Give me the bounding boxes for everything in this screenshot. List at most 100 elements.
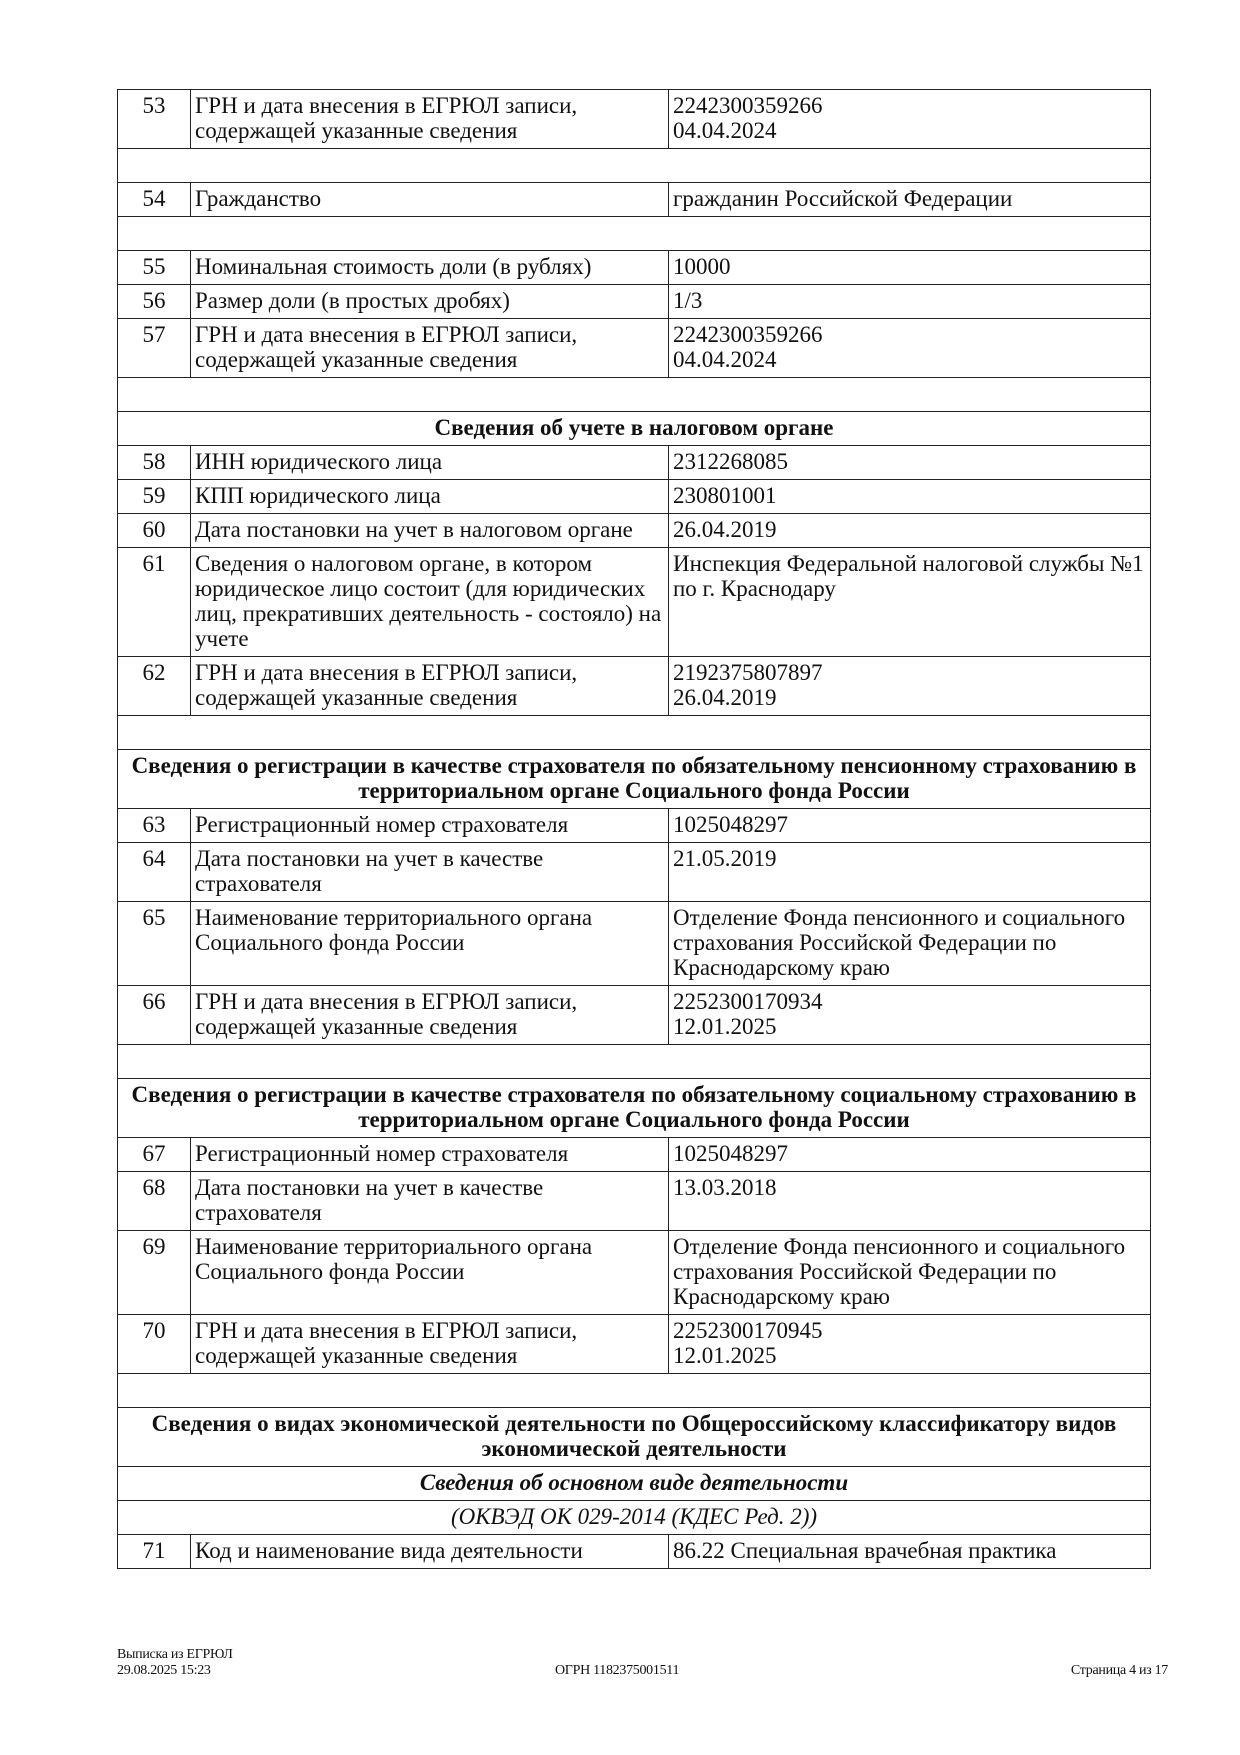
field-value-line: 1/3 bbox=[673, 288, 703, 313]
field-value-line: 86.22 Специальная врачебная практика bbox=[673, 1538, 1057, 1563]
section-header: Сведения об учете в налоговом органе bbox=[117, 411, 1151, 446]
section-header: Сведения об основном виде деятельности bbox=[117, 1466, 1151, 1501]
row-number: 66 bbox=[117, 985, 191, 1045]
empty-cell bbox=[117, 148, 1151, 183]
table-row: 58 ИНН юридического лица 2312268085 bbox=[117, 445, 1151, 480]
table-row: 68 Дата постановки на учет в качестве стр… bbox=[117, 1171, 1151, 1231]
empty-separator-row bbox=[117, 377, 1151, 412]
section-header-row: Сведения об основном виде деятельности bbox=[117, 1466, 1151, 1501]
egrul-table: 53 ГРН и дата внесения в ЕГРЮЛ записи, со… bbox=[117, 89, 1151, 1569]
field-label: Наименование территориального органа Соц… bbox=[190, 901, 669, 986]
field-value: 13.03.2018 bbox=[668, 1171, 1151, 1231]
section-header: Сведения о видах экономической деятельно… bbox=[117, 1407, 1151, 1467]
field-value: Отделение Фонда пенсионного и социальног… bbox=[668, 1230, 1151, 1315]
field-label: Номинальная стоимость доли (в рублях) bbox=[190, 250, 669, 285]
table-row: 61 Сведения о налоговом органе, в котором… bbox=[117, 547, 1151, 657]
field-label: Дата постановки на учет в качестве страх… bbox=[190, 842, 669, 902]
field-value: 1025048297 bbox=[668, 808, 1151, 843]
row-number: 70 bbox=[117, 1314, 191, 1374]
footer-left: Выписка из ЕГРЮЛ 29.08.2025 15:23 bbox=[117, 1647, 233, 1679]
table-row: 70 ГРН и дата внесения в ЕГРЮЛ записи, со… bbox=[117, 1314, 1151, 1374]
table-row: 60 Дата постановки на учет в налоговом ор… bbox=[117, 513, 1151, 548]
field-value-line: 26.04.2019 bbox=[673, 517, 777, 542]
section-header: Сведения о регистрации в качестве страхо… bbox=[117, 1078, 1151, 1138]
field-label: Гражданство bbox=[190, 182, 669, 217]
field-value: 2252300170945 12.01.2025 bbox=[668, 1314, 1151, 1374]
field-label: Регистрационный номер страхователя bbox=[190, 808, 669, 843]
field-value-line: 2252300170945 bbox=[673, 1318, 823, 1343]
row-number: 61 bbox=[117, 547, 191, 657]
table-row: 69 Наименование территориального органа С… bbox=[117, 1230, 1151, 1315]
table-row: 66 ГРН и дата внесения в ЕГРЮЛ записи, со… bbox=[117, 985, 1151, 1045]
section-header-row: Сведения о регистрации в качестве страхо… bbox=[117, 1078, 1151, 1138]
table-row: 64 Дата постановки на учет в качестве стр… bbox=[117, 842, 1151, 902]
field-label: ГРН и дата внесения в ЕГРЮЛ записи, соде… bbox=[190, 89, 669, 149]
row-number: 60 bbox=[117, 513, 191, 548]
section-header: Сведения о регистрации в качестве страхо… bbox=[117, 749, 1151, 809]
row-number: 63 bbox=[117, 808, 191, 843]
field-value-line: 26.04.2019 bbox=[673, 685, 777, 710]
field-value: 2242300359266 04.04.2024 bbox=[668, 89, 1151, 149]
empty-separator-row bbox=[117, 1044, 1151, 1079]
section-header-row: (ОКВЭД ОК 029-2014 (КДЕС Ред. 2)) bbox=[117, 1500, 1151, 1535]
row-number: 64 bbox=[117, 842, 191, 902]
field-value-line: 12.01.2025 bbox=[673, 1343, 777, 1368]
table-row: 57 ГРН и дата внесения в ЕГРЮЛ записи, со… bbox=[117, 318, 1151, 378]
footer-page-number: Страница 4 из 17 bbox=[1070, 1663, 1168, 1678]
field-value-line: 13.03.2018 bbox=[673, 1175, 777, 1200]
footer-datetime: 29.08.2025 15:23 bbox=[117, 1663, 211, 1678]
empty-cell bbox=[117, 1373, 1151, 1408]
field-value: 86.22 Специальная врачебная практика bbox=[668, 1534, 1151, 1569]
empty-cell bbox=[117, 216, 1151, 251]
field-label: ИНН юридического лица bbox=[190, 445, 669, 480]
field-value-line: 12.01.2025 bbox=[673, 1014, 777, 1039]
field-value-line: 1025048297 bbox=[673, 1141, 788, 1166]
field-value-line: 2192375807897 bbox=[673, 660, 823, 685]
row-number: 62 bbox=[117, 656, 191, 716]
row-number: 68 bbox=[117, 1171, 191, 1231]
row-number: 71 bbox=[117, 1534, 191, 1569]
table-row: 55 Номинальная стоимость доли (в рублях) 1… bbox=[117, 250, 1151, 285]
field-label: Дата постановки на учет в качестве страх… bbox=[190, 1171, 669, 1231]
field-value-line: 10000 bbox=[673, 254, 731, 279]
table-row: 59 КПП юридического лица 230801001 bbox=[117, 479, 1151, 514]
footer-doc-title: Выписка из ЕГРЮЛ bbox=[117, 1647, 233, 1662]
field-value-line: 04.04.2024 bbox=[673, 347, 777, 372]
field-label: КПП юридического лица bbox=[190, 479, 669, 514]
table-row: 54 Гражданство гражданин Российской Федера… bbox=[117, 182, 1151, 217]
row-number: 69 bbox=[117, 1230, 191, 1315]
field-value-line: 04.04.2024 bbox=[673, 118, 777, 143]
field-label: Регистрационный номер страхователя bbox=[190, 1137, 669, 1172]
table-row: 63 Регистрационный номер страхователя 1025… bbox=[117, 808, 1151, 843]
field-value: 2312268085 bbox=[668, 445, 1151, 480]
field-label: Сведения о налоговом органе, в котором ю… bbox=[190, 547, 669, 657]
field-value-line: 2252300170934 bbox=[673, 989, 823, 1014]
field-value-line: 1025048297 bbox=[673, 812, 788, 837]
field-value: 230801001 bbox=[668, 479, 1151, 514]
row-number: 53 bbox=[117, 89, 191, 149]
row-number: 55 bbox=[117, 250, 191, 285]
field-value-line: 2242300359266 bbox=[673, 93, 823, 118]
table-row: 65 Наименование территориального органа С… bbox=[117, 901, 1151, 986]
row-number: 58 bbox=[117, 445, 191, 480]
empty-cell bbox=[117, 1044, 1151, 1079]
field-value: 1025048297 bbox=[668, 1137, 1151, 1172]
row-number: 67 bbox=[117, 1137, 191, 1172]
section-header-row: Сведения о видах экономической деятельно… bbox=[117, 1407, 1151, 1467]
field-label: Размер доли (в простых дробях) bbox=[190, 284, 669, 319]
table-row: 71 Код и наименование вида деятельности 86… bbox=[117, 1534, 1151, 1569]
table-row: 56 Размер доли (в простых дробях) 1/3 bbox=[117, 284, 1151, 319]
row-number: 59 bbox=[117, 479, 191, 514]
field-value: 2252300170934 12.01.2025 bbox=[668, 985, 1151, 1045]
field-label: ГРН и дата внесения в ЕГРЮЛ записи, соде… bbox=[190, 656, 669, 716]
empty-separator-row bbox=[117, 715, 1151, 750]
footer-ogrn: ОГРН 1182375001511 bbox=[555, 1663, 680, 1678]
field-value: 10000 bbox=[668, 250, 1151, 285]
field-label: ГРН и дата внесения в ЕГРЮЛ записи, соде… bbox=[190, 985, 669, 1045]
empty-separator-row bbox=[117, 1373, 1151, 1408]
row-number: 57 bbox=[117, 318, 191, 378]
empty-cell bbox=[117, 377, 1151, 412]
field-label: Код и наименование вида деятельности bbox=[190, 1534, 669, 1569]
row-number: 65 bbox=[117, 901, 191, 986]
field-value-line: Отделение Фонда пенсионного и социальног… bbox=[673, 905, 1126, 980]
